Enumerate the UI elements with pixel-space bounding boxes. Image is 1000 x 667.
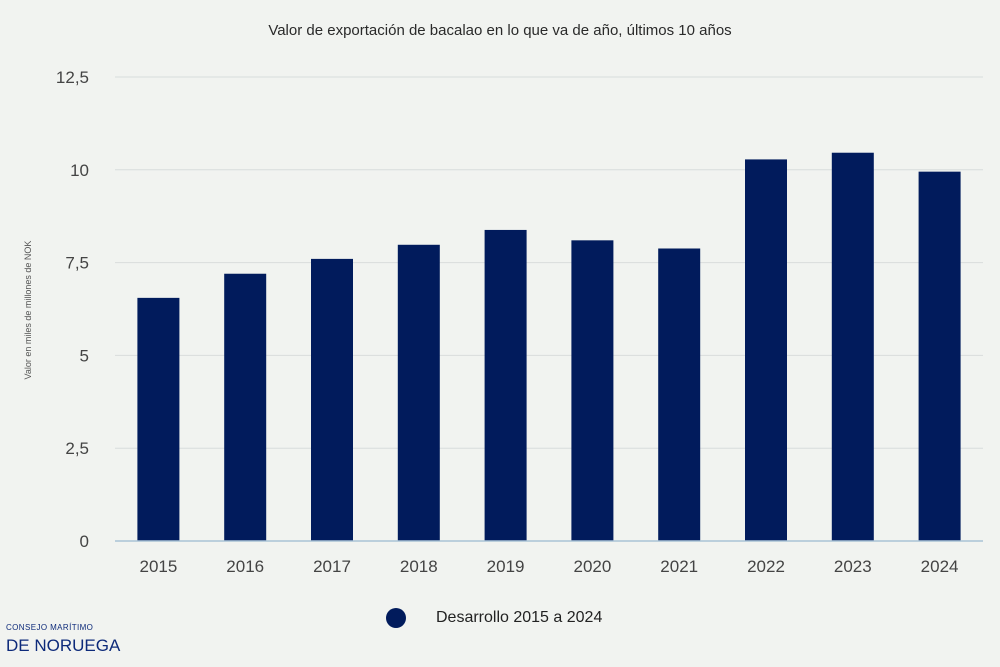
y-axis-label: Valor en miles de millones de NOK: [23, 240, 33, 380]
bar: [311, 258, 353, 541]
bar: [224, 273, 267, 541]
x-tick-label: 2020: [573, 557, 611, 576]
y-tick-label: 12,5: [56, 68, 89, 87]
brand-line-1: CONSEJO MARÍTIMO: [6, 623, 94, 632]
bar: [397, 244, 440, 541]
x-tick-label: 2017: [313, 557, 351, 576]
y-tick-label: 0: [80, 532, 89, 551]
bar: [137, 297, 180, 541]
legend-label: Desarrollo 2015 a 2024: [436, 609, 603, 626]
x-tick-label: 2023: [834, 557, 872, 576]
y-tick-label: 2,5: [65, 439, 89, 458]
bar: [918, 171, 961, 541]
x-tick-label: 2016: [226, 557, 264, 576]
bar: [484, 229, 527, 542]
x-tick-label: 2021: [660, 557, 698, 576]
bar: [658, 248, 701, 542]
legend: Desarrollo 2015 a 2024: [386, 608, 602, 628]
y-tick-label: 5: [80, 346, 89, 365]
x-tick-label: 2018: [400, 557, 438, 576]
y-tick-label: 7,5: [65, 254, 89, 273]
bar: [571, 240, 614, 541]
bar: [831, 152, 874, 541]
x-tick-label: 2024: [921, 557, 959, 576]
legend-marker: [386, 608, 406, 628]
bar: [745, 159, 787, 541]
chart-title: Valor de exportación de bacalao en lo qu…: [268, 22, 732, 39]
x-tick-label: 2019: [487, 557, 525, 576]
x-tick-label: 2022: [747, 557, 785, 576]
brand-line-2: DE NORUEGA: [6, 636, 121, 655]
y-tick-label: 10: [70, 161, 89, 180]
x-tick-label: 2015: [139, 557, 177, 576]
brand-logo: CONSEJO MARÍTIMO DE NORUEGA: [6, 623, 121, 655]
